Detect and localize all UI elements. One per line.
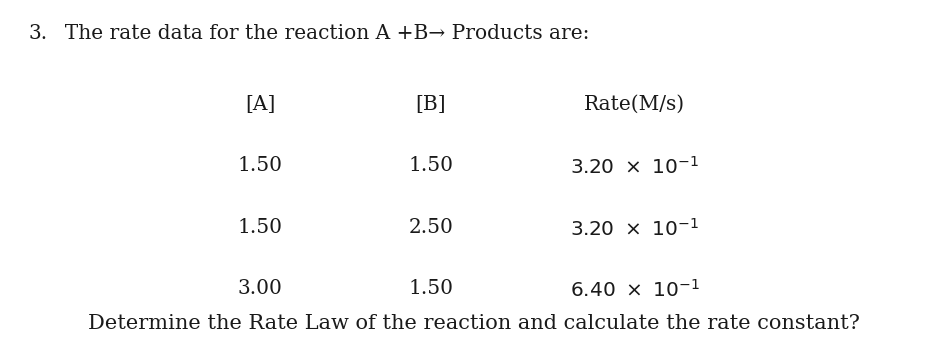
Text: 1.50: 1.50 bbox=[408, 156, 454, 175]
Text: Rate(M/s): Rate(M/s) bbox=[584, 95, 685, 114]
Text: 1.50: 1.50 bbox=[408, 279, 454, 298]
Text: [A]: [A] bbox=[245, 95, 276, 114]
Text: 1.50: 1.50 bbox=[238, 218, 283, 237]
Text: 3.00: 3.00 bbox=[238, 279, 283, 298]
Text: $\mathregular{3.20\ \times\ 10^{-1}}$: $\mathregular{3.20\ \times\ 10^{-1}}$ bbox=[570, 218, 699, 239]
Text: $\mathregular{3.20\ \times\ 10^{-1}}$: $\mathregular{3.20\ \times\ 10^{-1}}$ bbox=[570, 156, 699, 178]
Text: 2.50: 2.50 bbox=[408, 218, 454, 237]
Text: [B]: [B] bbox=[416, 95, 446, 114]
Text: Determine the Rate Law of the reaction and calculate the rate constant?: Determine the Rate Law of the reaction a… bbox=[87, 314, 860, 333]
Text: 1.50: 1.50 bbox=[238, 156, 283, 175]
Text: 3.: 3. bbox=[28, 24, 47, 43]
Text: The rate data for the reaction A +B→ Products are:: The rate data for the reaction A +B→ Pro… bbox=[52, 24, 590, 43]
Text: $\mathregular{6.40\ \times\ 10^{-1}}$: $\mathregular{6.40\ \times\ 10^{-1}}$ bbox=[569, 279, 700, 301]
